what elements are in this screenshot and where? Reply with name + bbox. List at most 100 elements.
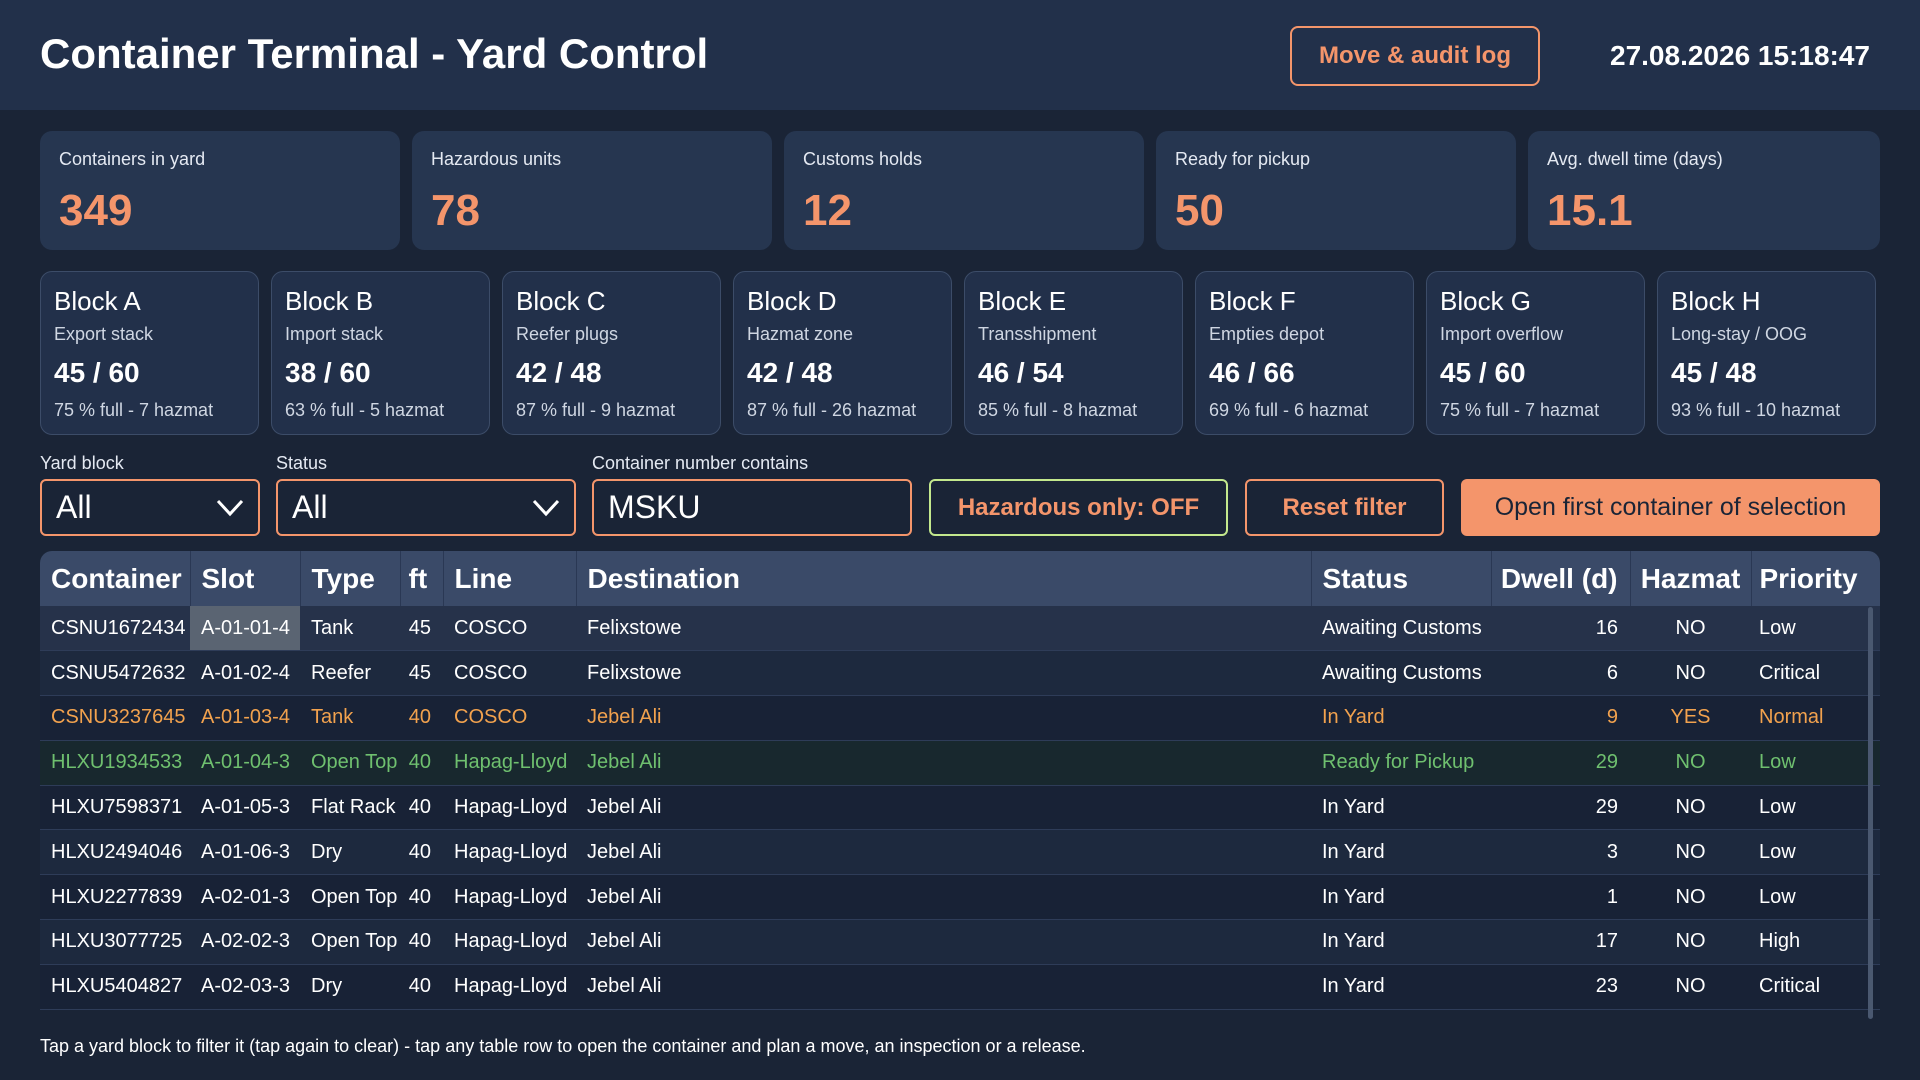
kpi-containers-in-yard: Containers in yard 349 [40, 131, 400, 250]
yard-block-a[interactable]: Block A Export stack 45 / 60 75 % full -… [40, 271, 259, 435]
column-header[interactable]: Status [1311, 551, 1492, 606]
cell-destination: Jebel Ali [587, 975, 662, 998]
block-occupancy: 42 / 48 [747, 357, 833, 388]
cell-priority: Critical [1759, 661, 1821, 684]
status-select[interactable]: All [276, 479, 576, 536]
cell-destination: Jebel Ali [587, 840, 662, 863]
cell-destination: Jebel Ali [587, 885, 662, 908]
cell-slot: A-02-03-3 [201, 975, 290, 998]
yard-block-d[interactable]: Block D Hazmat zone 42 / 48 87 % full - … [733, 271, 952, 435]
kpi-label: Hazardous units [431, 149, 562, 169]
column-header[interactable]: ft [400, 551, 444, 606]
kpi-customs-holds: Customs holds 12 [784, 131, 1144, 250]
block-subtitle: Import overflow [1440, 324, 1564, 344]
block-occupancy: 45 / 48 [1671, 357, 1757, 388]
column-header[interactable]: Hazmat [1630, 551, 1752, 606]
block-subtitle: Empties depot [1209, 324, 1325, 344]
cell-dwell: 17 [1595, 930, 1618, 953]
cell-slot: A-02-02-3 [201, 930, 290, 953]
yard-block-h[interactable]: Block H Long-stay / OOG 45 / 48 93 % ful… [1657, 271, 1876, 435]
cell-ft: 45 [408, 616, 431, 639]
chevron-down-icon [216, 499, 244, 517]
cell-type: Reefer [311, 661, 372, 684]
block-detail: 93 % full - 10 hazmat [1671, 400, 1841, 420]
block-detail: 85 % full - 8 hazmat [978, 400, 1138, 420]
page-title: Container Terminal - Yard Control [40, 30, 709, 77]
table-row[interactable]: HLXU7598371 A-01-05-3 Flat Rack 40 Hapag… [40, 785, 1880, 830]
cell-status: Awaiting Customs [1322, 661, 1482, 684]
kpi-value: 78 [431, 186, 480, 235]
yard-block-f[interactable]: Block F Empties depot 46 / 66 69 % full … [1195, 271, 1414, 435]
cell-container: CSNU5472632 [51, 661, 186, 684]
block-name: Block G [1440, 286, 1532, 316]
cell-hazmat: NO [1675, 616, 1706, 639]
cell-ft: 40 [408, 751, 431, 774]
table-row[interactable]: CSNU5472632 A-01-02-4 Reefer 45 COSCO Fe… [40, 650, 1880, 696]
table-row[interactable]: CSNU3237645 A-01-03-4 Tank 40 COSCO Jebe… [40, 695, 1880, 741]
cell-container: HLXU2277839 [51, 885, 183, 908]
yard-block-e[interactable]: Block E Transshipment 46 / 54 85 % full … [964, 271, 1183, 435]
yard-block-b[interactable]: Block B Import stack 38 / 60 63 % full -… [271, 271, 490, 435]
table-row[interactable]: HLXU2494046 A-01-06-3 Dry 40 Hapag-Lloyd… [40, 829, 1880, 875]
reset-filter-button[interactable]: Reset filter [1245, 479, 1444, 536]
move-audit-log-button[interactable]: Move & audit log [1290, 26, 1540, 86]
column-header[interactable]: Type [300, 551, 401, 606]
cell-hazmat: NO [1675, 975, 1706, 998]
yard-block-c[interactable]: Block C Reefer plugs 42 / 48 87 % full -… [502, 271, 721, 435]
cell-dwell: 29 [1595, 751, 1618, 774]
cell-ft: 40 [408, 930, 431, 953]
cell-status: In Yard [1322, 840, 1385, 863]
cell-dwell: 29 [1595, 796, 1618, 819]
cell-slot: A-01-04-3 [201, 751, 290, 774]
kpi-avg-dwell-time: Avg. dwell time (days) 15.1 [1528, 131, 1880, 250]
cell-status: In Yard [1322, 796, 1385, 819]
block-subtitle: Transshipment [978, 324, 1097, 344]
cell-dwell: 23 [1595, 975, 1618, 998]
cell-destination: Felixstowe [587, 661, 682, 684]
status-select-value: All [292, 489, 328, 525]
cell-status: In Yard [1322, 975, 1385, 998]
status-filter-label: Status [276, 453, 328, 473]
block-occupancy: 45 / 60 [1440, 357, 1526, 388]
cell-line: Hapag-Lloyd [454, 885, 568, 908]
cell-ft: 40 [408, 840, 431, 863]
yard-block-select[interactable]: All [40, 479, 260, 536]
column-header[interactable]: Slot [190, 551, 301, 606]
column-header[interactable]: Dwell (d) [1491, 551, 1631, 606]
table-row[interactable]: CSNU1672434 A-01-01-4 Tank 45 COSCO Feli… [40, 606, 1880, 651]
block-detail: 75 % full - 7 hazmat [1440, 400, 1600, 420]
cell-type: Open Top [311, 885, 398, 908]
cell-container: HLXU2494046 [51, 840, 183, 863]
table-row[interactable]: HLXU3077725 A-02-02-3 Open Top 40 Hapag-… [40, 919, 1880, 965]
table-row[interactable]: HLXU1934533 A-01-04-3 Open Top 40 Hapag-… [40, 740, 1880, 786]
open-first-container-button[interactable]: Open first container of selection [1461, 479, 1880, 536]
block-subtitle: Reefer plugs [516, 324, 619, 344]
hazardous-only-toggle[interactable]: Hazardous only: OFF [929, 479, 1228, 536]
column-header[interactable]: Destination [576, 551, 1312, 606]
block-occupancy: 46 / 66 [1209, 357, 1295, 388]
kpi-value: 12 [803, 186, 852, 235]
table-row[interactable]: HLXU2277839 A-02-01-3 Open Top 40 Hapag-… [40, 874, 1880, 920]
table-scrollbar[interactable] [1868, 607, 1873, 1019]
cell-status: Awaiting Customs [1322, 616, 1482, 639]
column-header[interactable]: Container [40, 551, 191, 606]
chevron-down-icon [532, 499, 560, 517]
cell-dwell: 16 [1595, 616, 1618, 639]
cell-line: Hapag-Lloyd [454, 975, 568, 998]
cell-hazmat: NO [1675, 661, 1706, 684]
block-name: Block H [1671, 286, 1761, 316]
cell-type: Flat Rack [311, 796, 396, 819]
cell-slot: A-01-05-3 [201, 796, 290, 819]
column-header[interactable]: Line [443, 551, 577, 606]
kpi-label: Containers in yard [59, 149, 206, 169]
table-row[interactable]: HLXU5404827 A-02-03-3 Dry 40 Hapag-Lloyd… [40, 964, 1880, 1010]
cell-status: Ready for Pickup [1322, 751, 1475, 774]
container-number-input[interactable] [592, 479, 912, 536]
cell-dwell: 9 [1606, 706, 1618, 729]
block-occupancy: 45 / 60 [54, 357, 140, 388]
kpi-ready-for-pickup: Ready for pickup 50 [1156, 131, 1516, 250]
yard-block-g[interactable]: Block G Import overflow 45 / 60 75 % ful… [1426, 271, 1645, 435]
kpi-label: Ready for pickup [1175, 149, 1311, 169]
block-detail: 69 % full - 6 hazmat [1209, 400, 1369, 420]
column-header[interactable]: Priority [1759, 562, 1858, 594]
